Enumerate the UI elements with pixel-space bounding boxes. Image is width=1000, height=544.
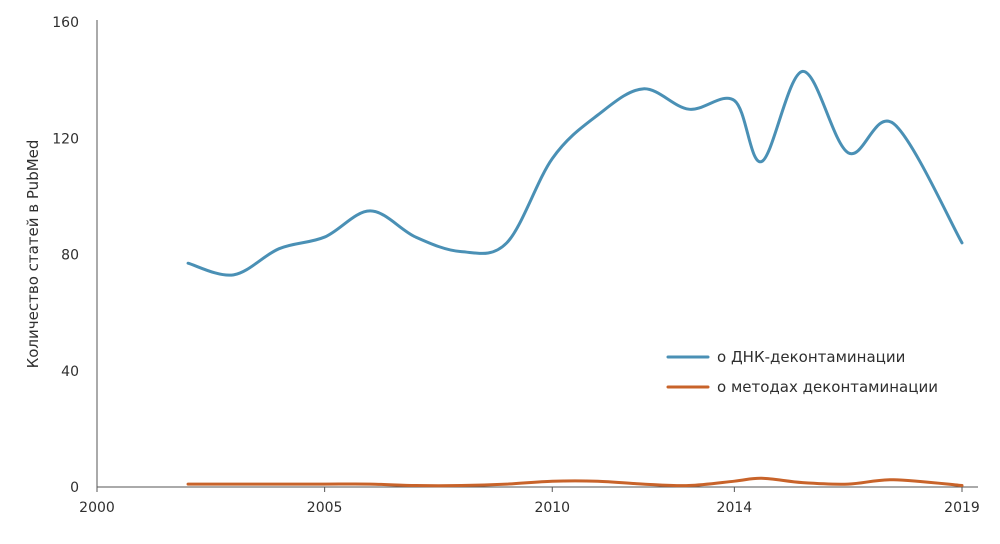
legend-label-decontamination-methods: о методах деконтаминации <box>717 378 938 396</box>
y-tick-label: 120 <box>52 131 79 147</box>
legend: о ДНК-деконтаминации о методах деконтамин… <box>666 348 938 396</box>
x-tick-label: 2019 <box>944 500 980 516</box>
x-tick-label: 2005 <box>307 500 343 516</box>
x-tick-label: 2000 <box>79 500 115 516</box>
legend-label-dna-decontamination: о ДНК-деконтаминации <box>717 348 905 366</box>
series-line-dna-decontamination <box>186 69 964 277</box>
y-axis-ticks: 0 40 80 120 160 <box>52 15 79 496</box>
series-layer <box>186 69 964 488</box>
y-tick-label: 40 <box>61 364 79 380</box>
x-tick-label: 2010 <box>534 500 570 516</box>
x-axis-ticks: 2000 2005 2010 2014 2019 <box>79 487 980 516</box>
axes <box>96 20 978 488</box>
x-tick-label: 2014 <box>717 500 753 516</box>
series-line-decontamination-methods <box>186 476 964 488</box>
y-axis-title: Количество статей в PubMed <box>24 140 42 369</box>
y-tick-label: 80 <box>61 248 79 264</box>
y-tick-label: 160 <box>52 15 79 31</box>
y-tick-label: 0 <box>70 480 79 496</box>
